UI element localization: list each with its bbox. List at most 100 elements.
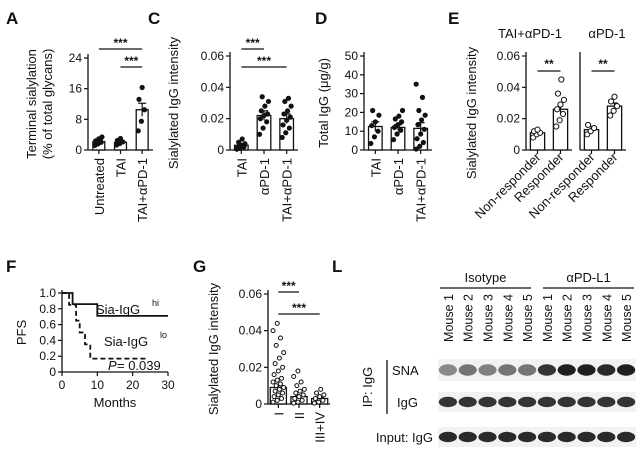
- data-point: [264, 111, 271, 117]
- subpanel-title: TAI+αPD-1: [498, 26, 562, 41]
- blot-band: [478, 396, 497, 408]
- data-point: [420, 139, 426, 146]
- data-point: [283, 130, 289, 136]
- data-point: [311, 400, 317, 406]
- data-point: [257, 116, 264, 122]
- survival-curve-low: [62, 292, 147, 360]
- panel-letter: G: [193, 257, 206, 276]
- data-point: [558, 76, 565, 83]
- data-point: [396, 113, 402, 119]
- data-point: [271, 372, 277, 378]
- data-point: [270, 379, 276, 385]
- y-tick-label: 30: [345, 87, 359, 101]
- data-point: [414, 136, 420, 142]
- blot-band: [597, 364, 616, 376]
- lane-label: Mouse 3: [482, 294, 496, 342]
- blot-band: [597, 431, 616, 443]
- lane-label: Mouse 4: [600, 294, 614, 342]
- data-point: [554, 90, 562, 97]
- data-point: [421, 126, 427, 132]
- data-point: [584, 121, 592, 129]
- y-axis-label: Terminal sialylation: [24, 49, 39, 159]
- lane-label: Mouse 2: [462, 294, 476, 342]
- data-point: [419, 94, 426, 100]
- blot-band: [537, 431, 557, 443]
- data-point: [321, 392, 327, 398]
- series-label-high: Sia-IgG: [96, 302, 140, 317]
- y-tick-label: 20: [345, 105, 359, 119]
- y-tick-label: 0.4: [39, 333, 56, 347]
- data-point: [390, 137, 397, 143]
- x-tick-label: TAI+αPD-1: [280, 158, 295, 222]
- data-point: [418, 117, 425, 123]
- data-point: [553, 123, 560, 130]
- data-point: [274, 377, 280, 383]
- row-label: IgG: [397, 395, 418, 410]
- data-point: [277, 381, 283, 387]
- y-tick-label: 0: [49, 365, 56, 379]
- data-point: [291, 374, 297, 379]
- blot-band: [517, 431, 537, 443]
- data-point: [416, 107, 422, 114]
- subpanel-title: αPD-1: [588, 26, 625, 41]
- x-tick-label: Untreated: [92, 158, 107, 215]
- y-tick-label: 16: [69, 82, 83, 96]
- bracket-label: IP: IgG: [360, 367, 375, 407]
- blot-band: [458, 431, 477, 443]
- data-point: [317, 394, 323, 400]
- blot-band: [458, 396, 477, 408]
- data-point: [262, 103, 268, 109]
- x-tick-label: TAI: [114, 158, 129, 177]
- y-axis-label-2: (% of total glycans): [40, 49, 55, 160]
- blot-band: [557, 364, 576, 376]
- data-point: [298, 379, 304, 385]
- significance-label: ***: [292, 301, 306, 315]
- data-point: [375, 128, 381, 134]
- data-point: [274, 397, 280, 403]
- data-point: [135, 128, 141, 134]
- data-point: [280, 364, 286, 370]
- data-point: [236, 139, 242, 145]
- y-tick-label: 1.0: [39, 286, 56, 300]
- data-point: [413, 146, 419, 152]
- data-point: [398, 127, 404, 133]
- y-axis-label: Sialylated IgG intensity: [206, 282, 221, 415]
- data-point: [256, 131, 263, 137]
- y-tick-label: 0: [255, 397, 262, 411]
- data-point: [399, 107, 406, 114]
- data-point: [300, 392, 306, 398]
- data-point: [391, 124, 398, 131]
- x-tick-label: 10: [91, 378, 105, 392]
- blot-band: [478, 431, 497, 443]
- data-point: [260, 125, 266, 131]
- x-tick-label: 0: [59, 378, 66, 392]
- data-point: [280, 122, 286, 128]
- x-tick-label: TAI: [368, 158, 383, 177]
- data-point: [607, 112, 614, 119]
- data-point: [610, 107, 617, 114]
- data-point: [273, 342, 279, 348]
- x-tick-label: TAI+αPD-1: [135, 158, 150, 222]
- data-point: [242, 141, 248, 147]
- y-tick-label: 10: [345, 124, 359, 138]
- panel-letter: L: [332, 257, 342, 276]
- data-point: [276, 386, 282, 392]
- y-tick-label: 0.06: [201, 49, 225, 63]
- data-point: [275, 368, 281, 374]
- blot-band: [458, 364, 477, 376]
- data-point: [272, 388, 278, 394]
- data-point: [299, 397, 305, 403]
- lane-label: Mouse 5: [620, 294, 634, 342]
- y-axis-label: PFS: [14, 320, 29, 346]
- significance-label: ***: [124, 54, 138, 68]
- significance-label: ***: [246, 36, 260, 50]
- data-point: [371, 134, 378, 140]
- y-tick-label: 0.06: [497, 49, 521, 63]
- x-tick-label: TAI: [234, 158, 249, 177]
- data-point: [270, 328, 276, 334]
- y-tick-label: 24: [69, 51, 83, 65]
- y-tick-label: 0.02: [201, 112, 225, 126]
- blot-band: [616, 396, 636, 408]
- data-point: [97, 137, 103, 143]
